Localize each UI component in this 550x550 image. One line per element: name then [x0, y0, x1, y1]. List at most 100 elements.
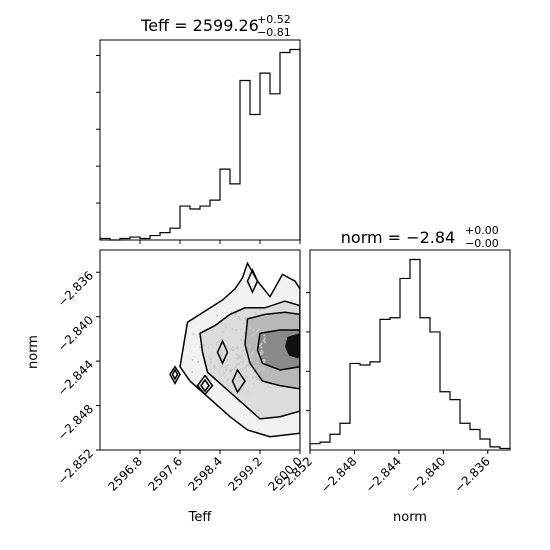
sample-point: [241, 349, 245, 352]
sample-point: [262, 368, 266, 371]
sample-point: [252, 382, 255, 385]
sample-point: [242, 322, 245, 325]
sample-point: [244, 367, 247, 370]
sample-point: [226, 344, 229, 347]
contour-line: [179, 261, 300, 438]
sample-point: [213, 365, 216, 368]
sample-point: [248, 345, 251, 348]
sample-point: [255, 344, 258, 347]
teff-title-value: 2599.26: [193, 16, 259, 35]
sample-point: [263, 337, 266, 340]
density-fill: [285, 333, 300, 359]
contour-line: [244, 311, 300, 390]
sample-point: [256, 354, 259, 357]
teff-axis-label: Teff: [188, 510, 213, 525]
sample-point: [256, 378, 259, 381]
sample-point: [252, 350, 255, 353]
sample-point: [249, 327, 252, 330]
sample-point: [221, 353, 224, 356]
norm-ytick-label: −2.852: [55, 446, 96, 487]
norm-title-value: −2.84: [406, 228, 455, 247]
sample-point: [235, 378, 238, 381]
teff-xtick-label: 2599.2: [226, 454, 266, 494]
teff-title-plus: +0.52: [257, 13, 291, 26]
sample-point: [251, 376, 255, 379]
teff-norm-axes: [99, 249, 301, 451]
sample-point: [237, 362, 240, 365]
sample-point: [220, 338, 223, 341]
norm-title-param: norm: [341, 228, 383, 247]
sample-point: [191, 358, 194, 361]
sample-point: [239, 361, 242, 364]
sample-point: [229, 370, 233, 373]
norm-ytick-label: −2.840: [55, 313, 96, 354]
sample-point: [231, 328, 234, 331]
teff-title-minus: −0.81: [257, 26, 291, 39]
sample-point: [250, 352, 253, 355]
sample-point: [235, 363, 238, 366]
sample-point: [263, 341, 266, 344]
sample-point: [221, 357, 224, 360]
sample-point: [254, 365, 257, 368]
sample-point: [238, 356, 241, 359]
teff-histogram-axes: [99, 39, 301, 241]
sample-point: [260, 342, 263, 345]
teff-xtick-label: 2598.4: [186, 454, 226, 494]
sample-point: [242, 361, 245, 364]
histogram-layer: [99, 48, 511, 450]
sample-point: [232, 349, 235, 352]
sample-point: [207, 346, 210, 349]
sample-point: [239, 338, 242, 341]
sample-point: [199, 346, 202, 349]
sample-point: [245, 375, 248, 378]
norm-x-axis-label: norm: [393, 510, 427, 525]
sample-point: [262, 359, 265, 362]
sample-point: [245, 364, 249, 367]
sample-point: [262, 339, 265, 342]
sample-point: [245, 369, 248, 372]
sample-point: [221, 365, 224, 368]
sample-point: [259, 344, 262, 347]
sample-point: [234, 312, 237, 315]
norm-xtick-label: −2.844: [363, 454, 404, 495]
sample-point: [215, 314, 219, 317]
sample-point: [226, 363, 230, 366]
sample-point: [223, 371, 226, 374]
contour-line: [216, 339, 229, 366]
norm-histogram-line: [309, 258, 511, 450]
sample-point: [251, 354, 254, 357]
sample-point: [237, 316, 240, 319]
sample-point: [263, 334, 266, 337]
sample-point: [231, 345, 234, 349]
teff-xtick-label: 2597.6: [146, 454, 186, 494]
sample-point: [255, 330, 258, 333]
sample-point: [197, 360, 200, 363]
sample-point: [236, 347, 239, 350]
sample-point: [238, 375, 241, 378]
contour-line: [196, 374, 214, 396]
sample-point: [252, 328, 255, 331]
sample-point: [263, 361, 266, 364]
sample-point: [191, 370, 194, 373]
sample-point: [226, 378, 229, 381]
sample-point: [230, 348, 233, 351]
norm-title-minus: −0.00: [465, 237, 499, 250]
sample-point: [234, 314, 237, 317]
sample-point: [233, 367, 236, 370]
sample-point: [235, 353, 238, 356]
sample-point: [248, 355, 252, 359]
sample-point: [242, 358, 245, 361]
sample-point: [236, 357, 239, 360]
sample-point: [254, 312, 257, 315]
sample-point: [243, 353, 246, 356]
sample-point: [252, 370, 255, 373]
sample-point: [192, 333, 195, 336]
sample-point: [248, 354, 251, 357]
sample-point: [260, 346, 263, 349]
sample-point: [261, 330, 264, 333]
sample-point: [225, 369, 228, 372]
sample-point: [258, 369, 261, 372]
teff-title: Teff = 2599.26: [140, 16, 259, 35]
sample-point: [260, 352, 263, 355]
